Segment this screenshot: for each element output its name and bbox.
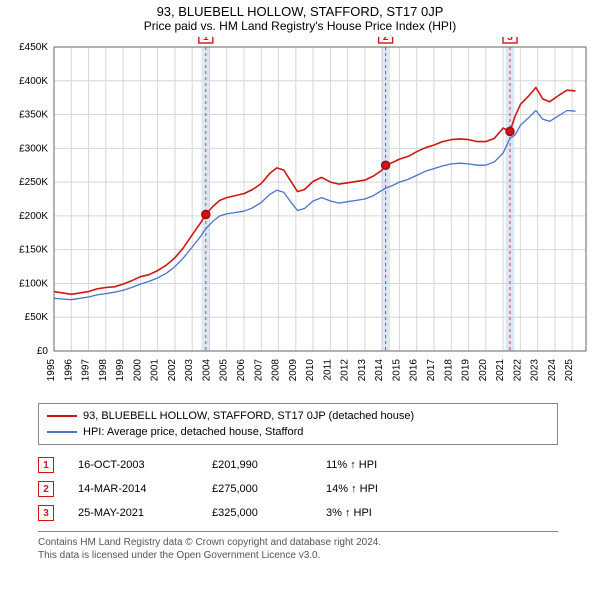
svg-text:2006: 2006 xyxy=(236,359,247,382)
svg-text:2003: 2003 xyxy=(184,359,195,382)
page-title: 93, BLUEBELL HOLLOW, STAFFORD, ST17 0JP xyxy=(8,4,592,19)
legend-swatch xyxy=(47,415,77,417)
svg-text:2016: 2016 xyxy=(409,359,420,382)
svg-text:£400K: £400K xyxy=(19,76,48,87)
svg-text:2022: 2022 xyxy=(512,359,523,382)
svg-text:1: 1 xyxy=(203,37,209,43)
chart-svg: £0 £50K £100K £150K £200K £250K £300K £350K £400… xyxy=(8,37,592,397)
svg-text:1995: 1995 xyxy=(46,359,57,382)
event-hpi: 3% ↑ HPI xyxy=(326,507,416,519)
svg-text:2001: 2001 xyxy=(150,359,161,382)
event-badge: 1 xyxy=(38,457,54,473)
event-row: 3 25-MAY-2021 £325,000 3% ↑ HPI xyxy=(38,501,558,525)
footnote-line: Contains HM Land Registry data © Crown c… xyxy=(38,537,381,548)
svg-text:£0: £0 xyxy=(37,346,49,357)
event-price: £275,000 xyxy=(212,483,302,495)
svg-text:£450K: £450K xyxy=(19,42,48,53)
svg-text:2025: 2025 xyxy=(564,359,575,382)
svg-text:2021: 2021 xyxy=(495,359,506,382)
price-chart: £0 £50K £100K £150K £200K £250K £300K £350K £400… xyxy=(8,37,592,397)
event-price: £201,990 xyxy=(212,459,302,471)
svg-text:1996: 1996 xyxy=(63,359,74,382)
event-badge: 3 xyxy=(38,505,54,521)
svg-text:1999: 1999 xyxy=(115,359,126,382)
legend-row-hpi: HPI: Average price, detached house, Staf… xyxy=(47,424,549,440)
svg-text:£250K: £250K xyxy=(19,177,48,188)
svg-text:1998: 1998 xyxy=(98,359,109,382)
svg-text:£50K: £50K xyxy=(25,312,49,323)
svg-text:2012: 2012 xyxy=(340,359,351,382)
event-hpi: 11% ↑ HPI xyxy=(326,459,416,471)
svg-text:2019: 2019 xyxy=(461,359,472,382)
event-date: 16-OCT-2003 xyxy=(78,459,188,471)
svg-text:2009: 2009 xyxy=(288,359,299,382)
svg-text:2000: 2000 xyxy=(132,359,143,382)
footnote-line: This data is licensed under the Open Gov… xyxy=(38,550,320,561)
event-table: 1 16-OCT-2003 £201,990 11% ↑ HPI 2 14-MA… xyxy=(38,453,558,525)
svg-text:£200K: £200K xyxy=(19,211,48,222)
legend-label: 93, BLUEBELL HOLLOW, STAFFORD, ST17 0JP … xyxy=(83,408,414,424)
svg-text:2007: 2007 xyxy=(253,359,264,382)
event-row: 1 16-OCT-2003 £201,990 11% ↑ HPI xyxy=(38,453,558,477)
svg-text:2013: 2013 xyxy=(357,359,368,382)
svg-text:2018: 2018 xyxy=(443,359,454,382)
event-badge: 2 xyxy=(38,481,54,497)
svg-text:2008: 2008 xyxy=(271,359,282,382)
legend-label: HPI: Average price, detached house, Staf… xyxy=(83,424,303,440)
footnote: Contains HM Land Registry data © Crown c… xyxy=(38,531,558,562)
svg-text:2010: 2010 xyxy=(305,359,316,382)
svg-text:£100K: £100K xyxy=(19,278,48,289)
event-hpi: 14% ↑ HPI xyxy=(326,483,416,495)
svg-text:2024: 2024 xyxy=(547,359,558,382)
svg-text:2014: 2014 xyxy=(374,359,385,382)
svg-text:2005: 2005 xyxy=(219,359,230,382)
legend-swatch xyxy=(47,431,77,433)
svg-text:1997: 1997 xyxy=(81,359,92,382)
event-price: £325,000 xyxy=(212,507,302,519)
svg-text:2015: 2015 xyxy=(391,359,402,382)
legend-row-property: 93, BLUEBELL HOLLOW, STAFFORD, ST17 0JP … xyxy=(47,408,549,424)
svg-text:2020: 2020 xyxy=(478,359,489,382)
svg-text:3: 3 xyxy=(507,37,513,43)
page-subtitle: Price paid vs. HM Land Registry's House … xyxy=(8,19,592,33)
svg-text:2004: 2004 xyxy=(201,359,212,382)
svg-text:2023: 2023 xyxy=(530,359,541,382)
svg-text:2: 2 xyxy=(383,37,389,43)
svg-text:£350K: £350K xyxy=(19,110,48,121)
event-date: 14-MAR-2014 xyxy=(78,483,188,495)
chart-legend: 93, BLUEBELL HOLLOW, STAFFORD, ST17 0JP … xyxy=(38,403,558,445)
svg-text:£300K: £300K xyxy=(19,143,48,154)
svg-text:2011: 2011 xyxy=(322,359,333,381)
event-row: 2 14-MAR-2014 £275,000 14% ↑ HPI xyxy=(38,477,558,501)
svg-text:£150K: £150K xyxy=(19,245,48,256)
svg-text:2017: 2017 xyxy=(426,359,437,382)
event-date: 25-MAY-2021 xyxy=(78,507,188,519)
svg-text:2002: 2002 xyxy=(167,359,178,382)
